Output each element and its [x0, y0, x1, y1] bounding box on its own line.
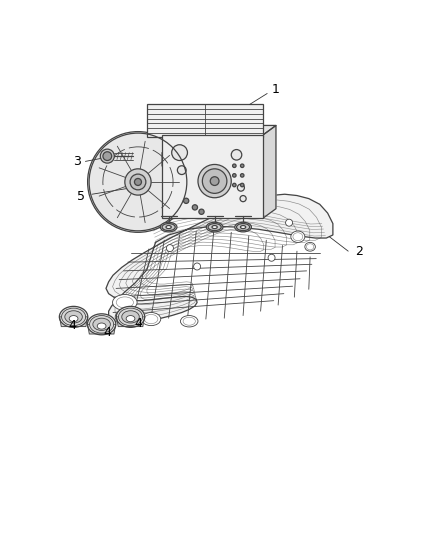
- Circle shape: [134, 179, 141, 185]
- Ellipse shape: [65, 311, 82, 323]
- Bar: [147, 104, 263, 138]
- Circle shape: [103, 152, 112, 160]
- Text: 5: 5: [77, 190, 85, 203]
- Circle shape: [240, 174, 244, 177]
- Ellipse shape: [60, 306, 88, 327]
- Ellipse shape: [305, 243, 315, 251]
- Circle shape: [194, 263, 201, 270]
- Ellipse shape: [61, 308, 86, 326]
- Circle shape: [240, 164, 244, 167]
- Ellipse shape: [126, 316, 135, 322]
- Ellipse shape: [115, 310, 137, 324]
- Circle shape: [233, 174, 236, 177]
- Ellipse shape: [69, 316, 78, 322]
- Ellipse shape: [122, 311, 139, 323]
- Ellipse shape: [141, 312, 161, 326]
- Circle shape: [233, 183, 236, 187]
- Ellipse shape: [208, 223, 221, 231]
- Circle shape: [192, 205, 198, 210]
- Text: 1: 1: [272, 83, 280, 95]
- Polygon shape: [162, 125, 276, 135]
- Ellipse shape: [116, 297, 134, 308]
- Ellipse shape: [162, 223, 175, 231]
- Polygon shape: [60, 317, 88, 327]
- Circle shape: [199, 209, 204, 214]
- Ellipse shape: [93, 318, 110, 330]
- Polygon shape: [263, 125, 276, 219]
- Circle shape: [240, 183, 244, 187]
- Circle shape: [202, 169, 227, 193]
- Polygon shape: [117, 317, 145, 327]
- Bar: [162, 135, 263, 219]
- Ellipse shape: [235, 222, 251, 232]
- Ellipse shape: [237, 223, 250, 231]
- Polygon shape: [162, 152, 173, 187]
- Circle shape: [210, 177, 219, 185]
- Circle shape: [88, 132, 188, 232]
- Circle shape: [130, 174, 146, 190]
- Polygon shape: [88, 324, 116, 334]
- Ellipse shape: [118, 312, 134, 322]
- Circle shape: [240, 196, 246, 201]
- Ellipse shape: [89, 316, 114, 333]
- Ellipse shape: [307, 244, 314, 250]
- Circle shape: [268, 254, 275, 261]
- Ellipse shape: [166, 225, 171, 229]
- Circle shape: [237, 184, 244, 191]
- Ellipse shape: [293, 233, 303, 241]
- Ellipse shape: [113, 295, 137, 310]
- Ellipse shape: [183, 317, 195, 325]
- Circle shape: [100, 149, 114, 163]
- Text: 3: 3: [73, 155, 81, 168]
- Circle shape: [198, 165, 231, 198]
- Polygon shape: [106, 194, 333, 322]
- Circle shape: [177, 166, 186, 174]
- Ellipse shape: [180, 316, 198, 327]
- Ellipse shape: [118, 308, 142, 326]
- Circle shape: [125, 169, 151, 195]
- Ellipse shape: [160, 222, 177, 232]
- Circle shape: [172, 145, 187, 160]
- Ellipse shape: [240, 225, 246, 229]
- Text: 2: 2: [355, 245, 363, 257]
- Ellipse shape: [212, 225, 217, 229]
- Ellipse shape: [97, 323, 106, 329]
- Circle shape: [184, 198, 189, 204]
- Circle shape: [286, 219, 293, 226]
- Ellipse shape: [117, 306, 145, 327]
- Ellipse shape: [87, 314, 116, 335]
- Ellipse shape: [145, 314, 158, 324]
- Text: 4: 4: [103, 326, 111, 338]
- Text: 4: 4: [68, 319, 76, 332]
- Ellipse shape: [206, 222, 223, 232]
- Ellipse shape: [291, 231, 305, 243]
- Circle shape: [233, 164, 236, 167]
- Circle shape: [231, 150, 242, 160]
- Circle shape: [166, 245, 173, 252]
- Text: 4: 4: [134, 317, 142, 330]
